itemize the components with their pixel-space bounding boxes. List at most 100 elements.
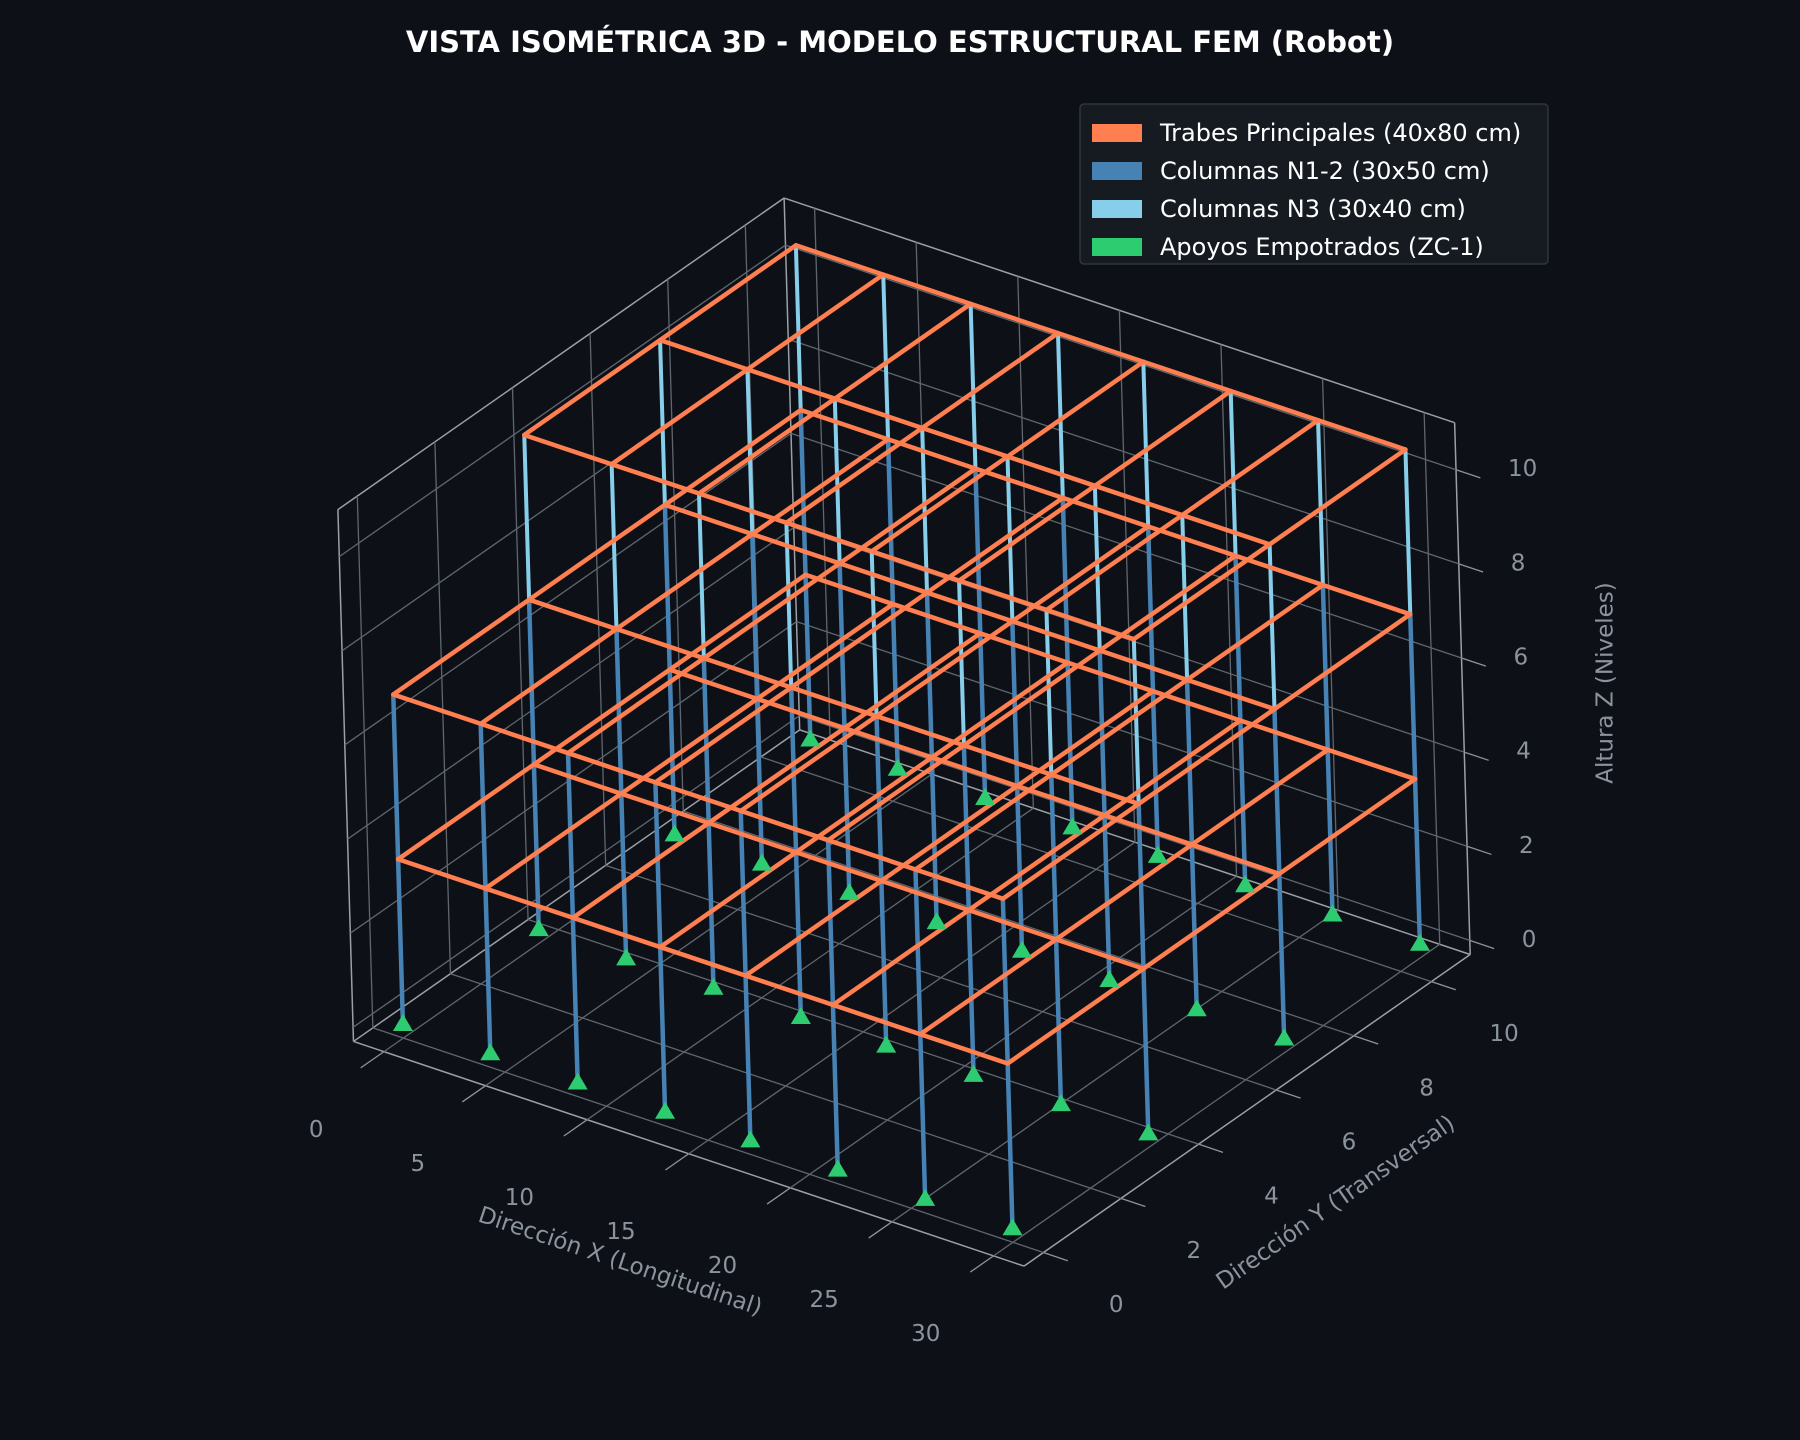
support xyxy=(1138,1123,1159,1141)
column-n3 xyxy=(1131,637,1141,806)
beam xyxy=(879,878,971,913)
beam xyxy=(1141,871,1282,971)
column-n3 xyxy=(1403,447,1413,617)
column-n3 xyxy=(920,425,930,595)
y-tick-label: 8 xyxy=(1419,1075,1434,1101)
pane-edge xyxy=(1453,422,1471,955)
legend-swatch xyxy=(1092,124,1142,142)
support xyxy=(915,1188,936,1206)
z-tick xyxy=(1458,563,1484,573)
grid-line xyxy=(688,841,1136,1155)
beam xyxy=(869,454,1010,554)
beam xyxy=(614,626,707,661)
support xyxy=(1274,1028,1295,1046)
x-tick xyxy=(766,1187,791,1205)
support xyxy=(664,824,685,842)
beam xyxy=(961,648,1102,748)
support xyxy=(1235,875,1256,893)
beam xyxy=(1049,772,1141,807)
support xyxy=(1062,817,1083,835)
beam xyxy=(1053,937,1146,971)
beam xyxy=(874,713,967,748)
y-tick-label: 2 xyxy=(1186,1238,1201,1264)
beam xyxy=(391,597,532,697)
beam xyxy=(874,619,1015,719)
beam xyxy=(619,791,711,826)
grid-line xyxy=(788,338,1459,565)
grid-line xyxy=(790,432,1462,659)
column-n3 xyxy=(1044,607,1054,777)
support xyxy=(887,758,908,776)
beam xyxy=(842,725,935,760)
column-n3 xyxy=(1267,542,1277,712)
support xyxy=(751,853,772,871)
grid-line xyxy=(372,1027,1044,1254)
beam xyxy=(1049,677,1190,777)
beam xyxy=(1184,582,1326,683)
z-tick xyxy=(1466,845,1492,856)
beam xyxy=(696,396,838,496)
grid-line xyxy=(1220,344,1238,877)
beam xyxy=(1005,454,1098,489)
y-tick-label: 4 xyxy=(1264,1184,1279,1210)
beam xyxy=(929,755,1020,789)
beam xyxy=(478,626,619,727)
beam xyxy=(956,483,1098,583)
beam xyxy=(832,301,973,401)
pane-edge xyxy=(353,729,801,1043)
x-tick xyxy=(563,1119,588,1137)
beam xyxy=(913,867,1006,901)
beam xyxy=(830,907,971,1008)
beam xyxy=(919,330,1061,431)
y-tick xyxy=(1275,1089,1301,1099)
beam xyxy=(1000,801,1141,901)
column-n3 xyxy=(745,367,755,537)
beam xyxy=(738,808,831,843)
beam xyxy=(1325,747,1418,782)
x-tick-label: 30 xyxy=(911,1321,940,1347)
z-tick-label: 2 xyxy=(1519,833,1534,859)
legend-swatch xyxy=(1092,162,1142,180)
x-tick-label: 15 xyxy=(606,1219,635,1245)
beam xyxy=(391,692,483,727)
beam xyxy=(830,1002,923,1037)
beam xyxy=(701,655,794,690)
x-tick xyxy=(868,1221,893,1239)
beam xyxy=(788,685,879,719)
beam xyxy=(706,820,799,855)
grid-line xyxy=(760,756,1432,983)
x-tick xyxy=(461,1085,486,1103)
beam xyxy=(522,337,663,438)
beam xyxy=(570,915,663,950)
column-n3 xyxy=(609,462,619,631)
beam xyxy=(657,337,750,372)
grid-line xyxy=(347,526,795,840)
beam xyxy=(1141,359,1233,394)
beam xyxy=(745,272,886,372)
beam xyxy=(653,780,743,814)
beam xyxy=(913,772,1054,872)
beam xyxy=(662,502,755,537)
x-tick xyxy=(360,1051,385,1069)
support xyxy=(827,1159,848,1177)
support xyxy=(963,1064,984,1082)
support xyxy=(655,1101,676,1119)
y-tick xyxy=(1431,980,1456,991)
grid-line xyxy=(352,715,800,1028)
beam xyxy=(1277,776,1418,877)
beam xyxy=(614,531,755,632)
support xyxy=(740,1130,761,1148)
grid-line xyxy=(785,244,1457,471)
beam xyxy=(793,849,884,884)
z-tick-label: 10 xyxy=(1508,456,1537,482)
grid-line xyxy=(356,496,374,1028)
beam xyxy=(1092,483,1185,518)
beam xyxy=(784,425,925,526)
x-tick-label: 25 xyxy=(810,1287,839,1313)
beam xyxy=(919,425,1010,459)
support xyxy=(839,882,860,900)
y-tick-label: 10 xyxy=(1490,1021,1519,1047)
grid-line xyxy=(586,807,1034,1121)
grid-line xyxy=(527,918,1199,1145)
column-n3 xyxy=(869,549,879,719)
